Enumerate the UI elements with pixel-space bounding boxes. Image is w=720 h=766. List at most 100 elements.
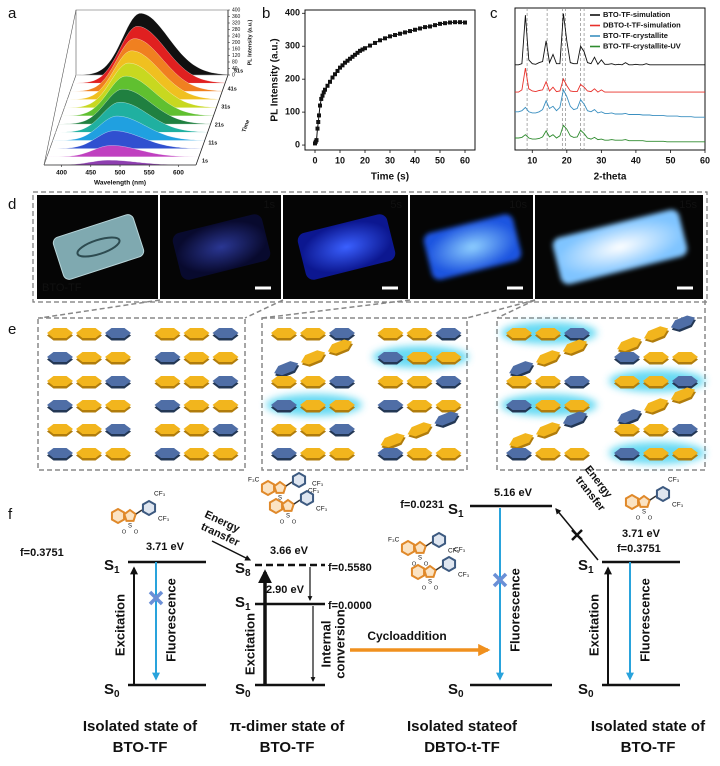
substituent: CF₃ [158,516,170,523]
ring [536,350,561,365]
state-label: S0 [235,681,251,700]
z-tick-label: 40 [232,66,238,72]
ring [431,531,447,549]
ring [300,400,326,410]
bond [135,509,143,515]
state-index: 0 [245,689,251,700]
ring [380,433,405,448]
ring [154,328,181,338]
state-symbol: S [104,681,114,698]
ring [614,424,640,434]
ring [271,328,297,338]
z-tick-label: 0 [232,72,235,78]
ring [413,540,427,554]
atom-label: S [286,514,290,520]
ring [154,424,181,434]
ring [183,352,210,362]
data-point [338,65,342,70]
zoom-line [261,299,411,319]
ring [329,328,355,338]
data-point [388,34,392,39]
ring [377,328,404,338]
pattern-line [515,13,705,66]
ring [643,424,669,434]
state-label: S1 [578,557,594,576]
data-point [443,21,447,26]
ring [407,422,432,437]
y-axis-label: PL Intensity (a.u.) [270,38,281,121]
state-label: S1 [235,594,251,613]
ring [435,448,462,458]
atom-label: O [280,519,285,525]
transfer-arrow [211,540,252,561]
ring [212,400,239,410]
ring [644,398,669,413]
ring [47,328,73,338]
ring [299,489,315,507]
ring [105,376,131,386]
ring [300,448,326,458]
fluorescence-label: Fluorescence [637,578,652,662]
ring [300,376,326,386]
molecule [47,352,131,365]
panel-label: a [8,5,17,22]
x-axis-label: 2-theta [594,172,627,183]
state-symbol: S [235,681,245,698]
ring [281,498,295,512]
data-point [358,48,362,53]
substituent: F₃C [248,477,260,484]
ring [406,376,433,386]
spectrum [55,102,208,133]
pattern-line [515,68,705,93]
energy-value: 5.16 eV [494,487,533,499]
ring [670,315,696,330]
atom-label: S [418,556,422,562]
x-tick-label: 40 [410,155,420,165]
data-point [355,50,360,55]
data-point [363,46,367,51]
panel-label: b [262,5,270,22]
x-axis-label: Wavelength (nm) [94,180,146,187]
z-tick-label: 320 [232,20,241,26]
molecule [614,376,698,389]
ring [212,328,239,338]
zoom-line [466,299,536,319]
ring [141,499,157,517]
data-point [320,93,325,98]
energy-value: 3.71 eV [146,541,185,553]
blocked-mark [571,529,583,541]
ring [564,448,590,458]
molecule [271,376,355,389]
ring [655,485,671,503]
data-point [328,79,332,84]
substituent: F₃C [388,537,400,544]
ring [506,328,532,338]
ring [154,352,181,362]
frame-label: 10s [509,199,527,211]
x-axis-label: Time (s) [371,172,409,183]
frame-label: BTO-TF [42,282,82,294]
ring [271,424,297,434]
state-index: 1 [245,602,251,613]
data-point [373,40,377,45]
data-point [368,43,372,48]
depth-tick-label: 1s [202,158,208,164]
box [496,317,706,471]
ring [300,424,326,434]
legend-label: BTO-TF-crystallite-UV [603,41,681,50]
ring [644,326,669,341]
state-index: 0 [458,689,464,700]
molecule [509,339,588,378]
legend-label: BTO-TF-crystallite [603,31,668,40]
ring [435,400,462,410]
depth-tick-label: 21s [215,122,224,128]
ring [76,328,102,338]
data-point [319,96,324,101]
ring [271,376,297,386]
data-point [398,31,402,36]
ring [643,352,669,362]
molecule [506,400,590,413]
data-point [315,126,320,131]
ring [47,400,73,410]
crystal-detail [76,236,121,258]
